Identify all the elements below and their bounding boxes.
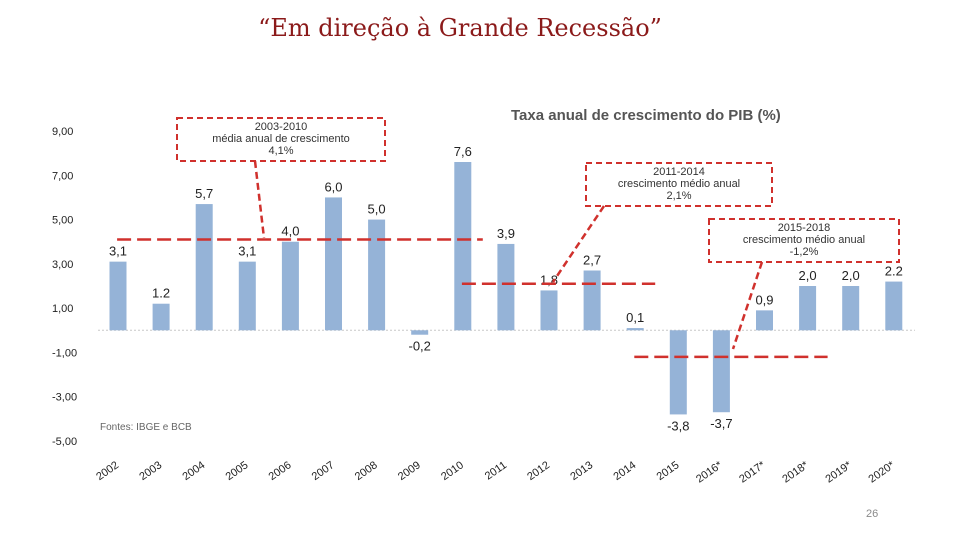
value-label: -3,7 bbox=[710, 416, 732, 431]
x-tick-label: 2004 bbox=[180, 459, 207, 483]
bar-2011 bbox=[497, 243, 515, 331]
y-tick-label: -5,00 bbox=[52, 436, 77, 448]
annotation-text: 2015-2018 bbox=[778, 222, 831, 234]
value-label: 2.2 bbox=[885, 264, 903, 279]
x-tick-label: 2002 bbox=[94, 459, 121, 483]
y-tick-label: -3,00 bbox=[52, 392, 77, 404]
bar-2002 bbox=[109, 261, 127, 331]
x-tick-label: 2003 bbox=[137, 459, 164, 483]
annotation-box bbox=[176, 117, 386, 162]
x-tick-label: 2015 bbox=[655, 459, 682, 483]
x-tick-label: 2006 bbox=[267, 459, 294, 483]
value-label: -3,8 bbox=[667, 418, 689, 433]
annotation-leader-line bbox=[551, 205, 606, 283]
chart-title: Taxa anual de crescimento do PIB (%) bbox=[511, 107, 781, 124]
x-tick-label: 2017* bbox=[737, 459, 768, 486]
bar-2008 bbox=[368, 219, 386, 331]
bar-2012 bbox=[540, 290, 558, 331]
value-label: 2,0 bbox=[842, 268, 860, 283]
x-tick-label: 2010 bbox=[439, 459, 466, 483]
value-label: 5,7 bbox=[195, 186, 213, 201]
x-tick-label: 2011 bbox=[483, 459, 509, 482]
source-note: Fontes: IBGE e BCB bbox=[100, 422, 192, 433]
annotation-leader-line bbox=[731, 261, 764, 350]
x-tick-label: 2019* bbox=[823, 459, 854, 486]
bar-2009 bbox=[411, 330, 429, 335]
x-tick-label: 2005 bbox=[224, 459, 251, 483]
bar-2010 bbox=[454, 162, 472, 331]
value-label: 6,0 bbox=[324, 179, 342, 194]
bar-2006 bbox=[281, 241, 299, 331]
x-tick-label: 2013 bbox=[568, 459, 595, 483]
x-tick-label: 2018* bbox=[780, 459, 811, 486]
annotation-text: -1,2% bbox=[790, 246, 819, 258]
value-label: 0,1 bbox=[626, 310, 644, 325]
value-label: 2,0 bbox=[799, 268, 817, 283]
page-number: 26 bbox=[866, 508, 879, 520]
annotation-box bbox=[708, 218, 900, 263]
x-tick-label: 2014 bbox=[611, 459, 638, 483]
value-label: 3,1 bbox=[238, 244, 256, 259]
annotation-box bbox=[585, 162, 773, 207]
y-tick-label: 7,00 bbox=[52, 170, 73, 182]
value-label: -0,2 bbox=[408, 339, 430, 354]
y-tick-label: 5,00 bbox=[52, 215, 73, 227]
value-label: 2,7 bbox=[583, 253, 601, 268]
x-tick-label: 2016* bbox=[694, 459, 725, 486]
annotation-text: 2,1% bbox=[666, 190, 691, 202]
slide-title: “Em direção à Grande Recessão” bbox=[258, 14, 662, 42]
annotation-text: 2003-2010 bbox=[255, 121, 308, 133]
bar-2019 bbox=[842, 286, 860, 331]
value-label: 4,0 bbox=[281, 224, 299, 239]
annotation-text: crescimento médio anual bbox=[743, 234, 865, 246]
x-tick-label: 2007 bbox=[310, 459, 337, 483]
y-tick-label: -1,00 bbox=[52, 347, 77, 359]
bar-2007 bbox=[325, 197, 342, 331]
bar-2014 bbox=[626, 328, 644, 331]
value-label: 7,6 bbox=[454, 144, 472, 159]
y-tick-label: 1,00 bbox=[52, 303, 73, 315]
annotation-leader-line bbox=[253, 160, 266, 239]
x-tick-label: 2012 bbox=[525, 459, 552, 483]
bar-2020 bbox=[885, 281, 903, 331]
bar-2016 bbox=[712, 330, 730, 413]
value-label: 0,9 bbox=[755, 292, 773, 307]
annotation-text: crescimento médio anual bbox=[618, 178, 740, 190]
bar-2005 bbox=[238, 261, 256, 331]
x-tick-label: 2009 bbox=[396, 459, 423, 483]
x-tick-label: 2020* bbox=[867, 459, 898, 486]
bar-2003 bbox=[152, 303, 170, 331]
bar-2018 bbox=[799, 286, 817, 331]
bar-2013 bbox=[583, 270, 601, 331]
y-tick-label: 9,00 bbox=[52, 126, 73, 138]
x-tick-label: 2008 bbox=[353, 459, 380, 483]
y-tick-label: 3,00 bbox=[52, 259, 73, 271]
bar-2015 bbox=[669, 330, 687, 415]
annotation-text: média anual de crescimento bbox=[212, 133, 350, 145]
bar-2017 bbox=[756, 310, 773, 331]
bar-2004 bbox=[195, 204, 213, 331]
value-label: 5,0 bbox=[368, 202, 386, 217]
annotation-text: 2011-2014 bbox=[653, 166, 705, 178]
value-label: 3,9 bbox=[497, 226, 515, 241]
value-label: 1.2 bbox=[152, 286, 170, 301]
annotation-text: 4,1% bbox=[268, 145, 293, 157]
value-label: 3,1 bbox=[109, 244, 127, 259]
